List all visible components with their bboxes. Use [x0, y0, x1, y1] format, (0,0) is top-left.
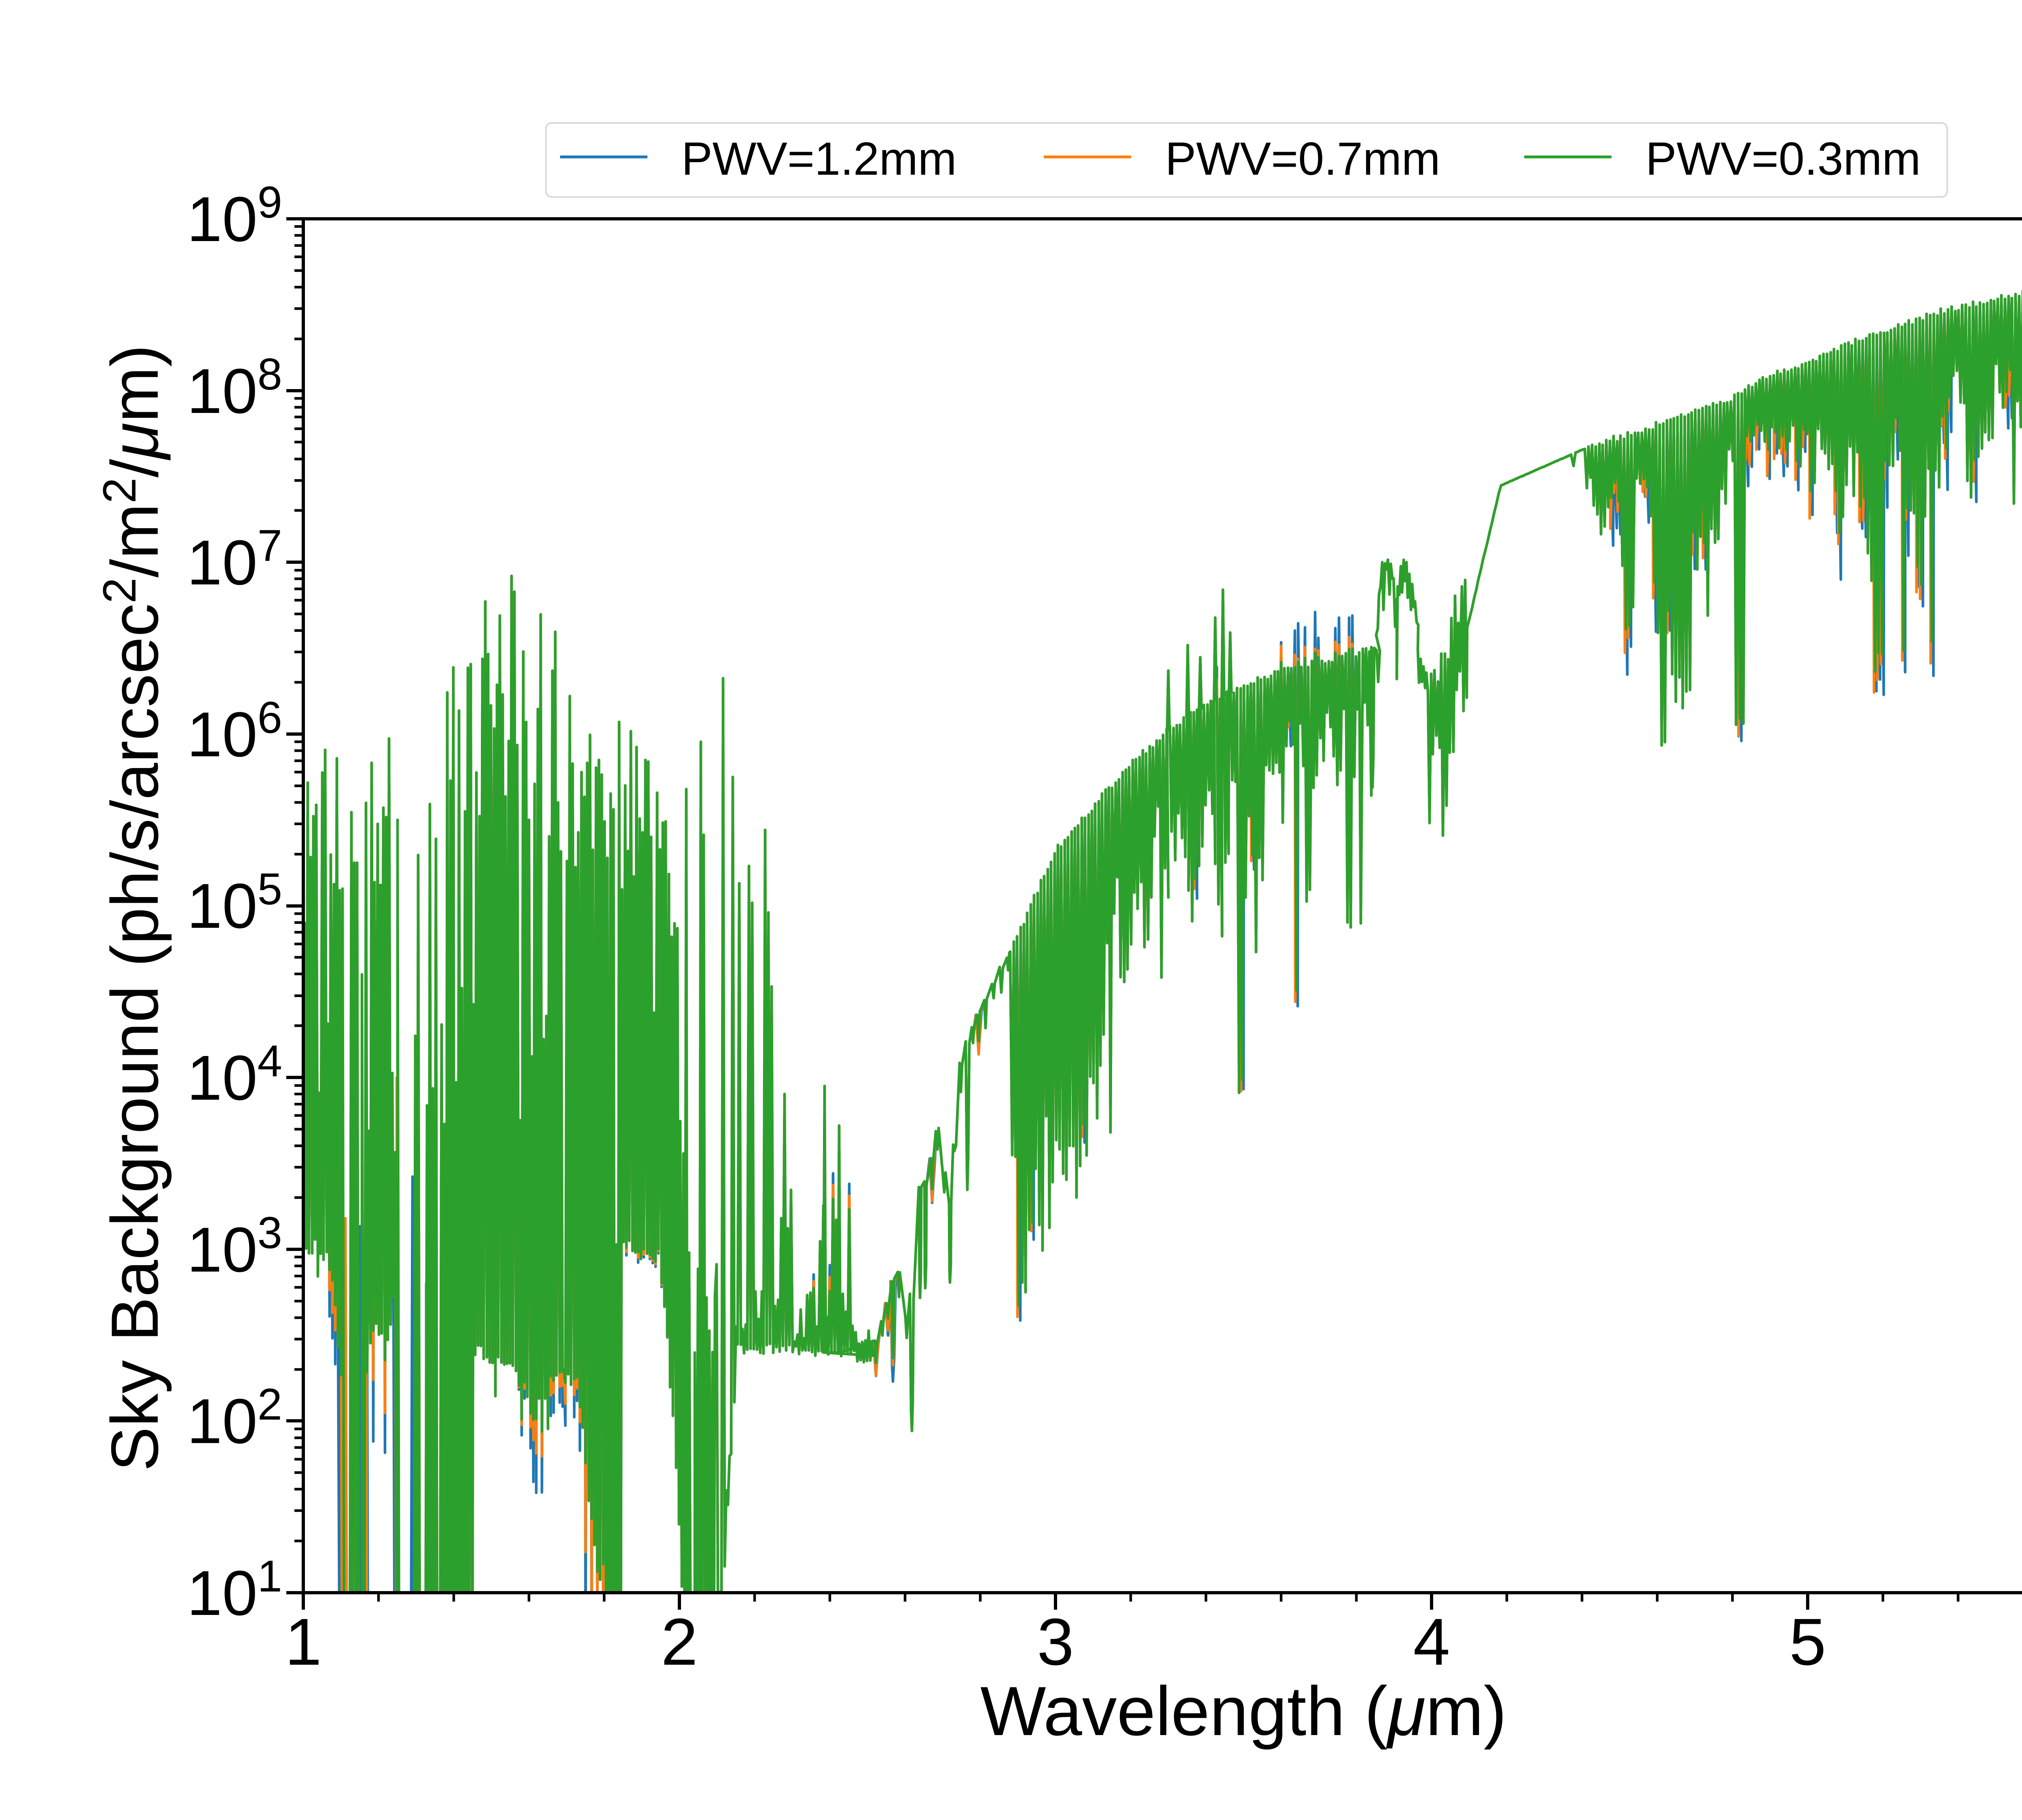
svg-text:2: 2	[661, 1605, 698, 1679]
svg-text:107: 107	[187, 521, 282, 598]
svg-text:1: 1	[285, 1605, 321, 1679]
svg-text:104: 104	[187, 1036, 282, 1113]
svg-text:3: 3	[1037, 1605, 1074, 1679]
svg-text:PWV=0.3mm: PWV=0.3mm	[1646, 133, 1921, 185]
svg-text:PWV=1.2mm: PWV=1.2mm	[681, 133, 957, 185]
svg-text:Sky Background (ph/s/arcsec2/m: Sky Background (ph/s/arcsec2/m2/μm)	[94, 345, 172, 1471]
svg-text:Wavelength (μm): Wavelength (μm)	[980, 1672, 1507, 1750]
svg-text:PWV=0.7mm: PWV=0.7mm	[1165, 133, 1440, 185]
svg-text:4: 4	[1413, 1605, 1450, 1679]
svg-text:5: 5	[1789, 1605, 1826, 1679]
